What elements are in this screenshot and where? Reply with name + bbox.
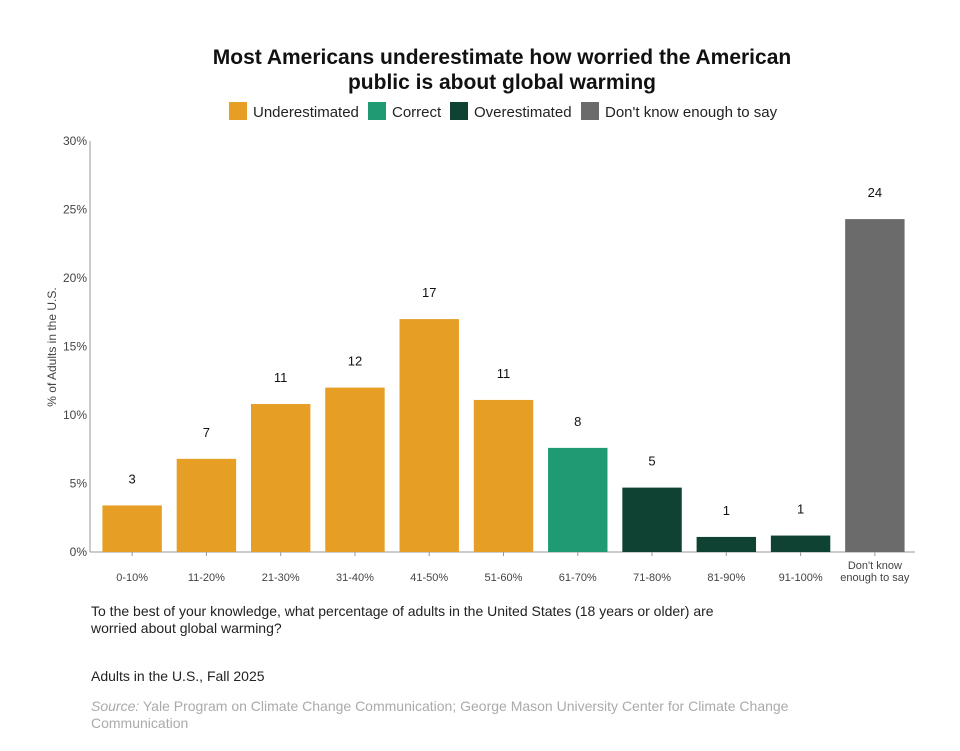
x-tick-label: enough to say bbox=[840, 572, 910, 584]
x-tick-label: 61-70% bbox=[559, 572, 597, 584]
data-label: 5 bbox=[648, 454, 655, 469]
data-label: 24 bbox=[868, 185, 882, 200]
chart-title-line-2: public is about global warming bbox=[348, 71, 656, 94]
x-tick-label: 41-50% bbox=[410, 572, 448, 584]
y-axis-label: % of Adults in the U.S. bbox=[45, 287, 59, 406]
data-label: 8 bbox=[574, 414, 581, 429]
question-text: To the best of your knowledge, what perc… bbox=[91, 603, 714, 636]
data-label: 7 bbox=[203, 425, 210, 440]
legend-swatch bbox=[229, 102, 247, 120]
data-label: 11 bbox=[497, 366, 511, 381]
bar bbox=[770, 535, 831, 552]
bar bbox=[473, 399, 534, 552]
chart-title-line-1: Most Americans underestimate how worried… bbox=[213, 46, 791, 69]
y-tick-label: 5% bbox=[70, 477, 88, 491]
bar bbox=[176, 458, 237, 552]
bars: 30-10%711-20%1121-30%1231-40%1741-50%115… bbox=[102, 185, 910, 584]
bar bbox=[250, 404, 311, 552]
bar bbox=[845, 219, 905, 552]
data-label: 3 bbox=[129, 471, 136, 486]
legend: Underestimated Correct Overestimated Don't … bbox=[229, 102, 778, 121]
x-tick-label: 71-80% bbox=[633, 572, 671, 584]
bar bbox=[622, 487, 682, 552]
y-tick-label: 25% bbox=[63, 203, 87, 217]
data-label: 17 bbox=[422, 285, 436, 300]
legend-label: Underestimated bbox=[253, 104, 359, 121]
x-tick-label: Don't know bbox=[848, 560, 902, 572]
population-text: Adults in the U.S., Fall 2025 bbox=[91, 668, 265, 684]
bar bbox=[548, 447, 608, 552]
x-tick-label: 31-40% bbox=[336, 572, 374, 584]
legend-label: Don't know enough to say bbox=[605, 104, 778, 121]
legend-swatch bbox=[368, 102, 386, 120]
legend-swatch bbox=[450, 102, 468, 120]
x-tick-label: 51-60% bbox=[485, 572, 523, 584]
data-label: 1 bbox=[723, 503, 730, 518]
bar bbox=[399, 319, 459, 552]
source-label: Source: bbox=[91, 698, 140, 714]
data-label: 1 bbox=[797, 502, 804, 517]
data-label: 12 bbox=[348, 354, 362, 369]
legend-label: Overestimated bbox=[474, 104, 572, 121]
x-tick-label: 21-30% bbox=[262, 572, 300, 584]
x-tick-label: 11-20% bbox=[188, 572, 225, 584]
x-tick-label: 81-90% bbox=[707, 572, 745, 584]
source-text: Yale Program on Climate Change Communica… bbox=[91, 698, 789, 731]
y-tick-label: 15% bbox=[63, 340, 87, 354]
bar bbox=[696, 536, 757, 552]
y-tick-label: 20% bbox=[63, 271, 87, 285]
x-tick-label: 0-10% bbox=[116, 572, 148, 584]
bar bbox=[102, 505, 162, 552]
source-note: Source: Yale Program on Climate Change C… bbox=[91, 698, 811, 732]
bar bbox=[325, 387, 385, 552]
y-tick-label: 30% bbox=[63, 134, 87, 148]
data-label: 11 bbox=[274, 370, 288, 385]
legend-swatch bbox=[581, 102, 599, 120]
x-tick-label: 91-100% bbox=[779, 572, 823, 584]
y-tick-label: 10% bbox=[63, 408, 87, 422]
y-tick-label: 0% bbox=[70, 545, 88, 559]
legend-label: Correct bbox=[392, 104, 442, 121]
